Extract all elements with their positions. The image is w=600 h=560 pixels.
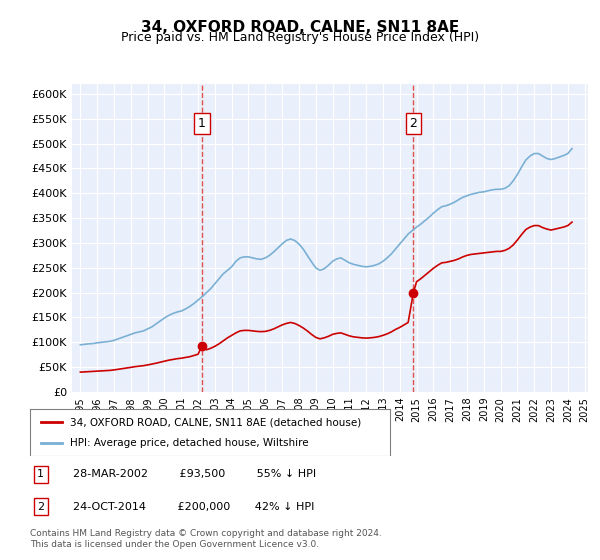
Text: 34, OXFORD ROAD, CALNE, SN11 8AE: 34, OXFORD ROAD, CALNE, SN11 8AE <box>141 20 459 35</box>
Text: HPI: Average price, detached house, Wiltshire: HPI: Average price, detached house, Wilt… <box>70 438 308 448</box>
Text: 34, OXFORD ROAD, CALNE, SN11 8AE (detached house): 34, OXFORD ROAD, CALNE, SN11 8AE (detach… <box>70 417 361 427</box>
Text: Price paid vs. HM Land Registry's House Price Index (HPI): Price paid vs. HM Land Registry's House … <box>121 31 479 44</box>
Text: 24-OCT-2014         £200,000       42% ↓ HPI: 24-OCT-2014 £200,000 42% ↓ HPI <box>73 502 314 512</box>
Text: 1: 1 <box>37 469 44 479</box>
Text: Contains HM Land Registry data © Crown copyright and database right 2024.
This d: Contains HM Land Registry data © Crown c… <box>30 529 382 549</box>
Text: 2: 2 <box>409 117 418 130</box>
Text: 2: 2 <box>37 502 44 512</box>
Text: 1: 1 <box>198 117 206 130</box>
Text: 28-MAR-2002         £93,500         55% ↓ HPI: 28-MAR-2002 £93,500 55% ↓ HPI <box>73 469 316 479</box>
